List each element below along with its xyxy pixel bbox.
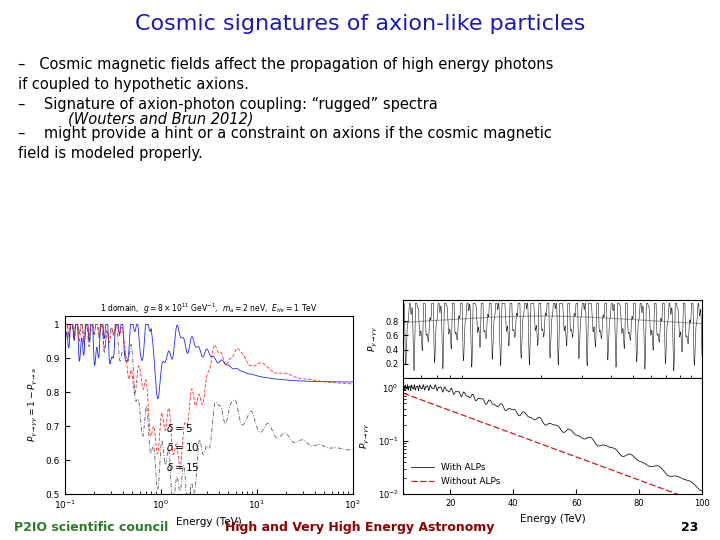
Y-axis label: $P_{\gamma \rightarrow \gamma\gamma}$: $P_{\gamma \rightarrow \gamma\gamma}$ <box>366 326 379 352</box>
Without ALPs <box>449 408 457 415</box>
Without ALPs <box>440 405 449 411</box>
With ALPs <box>399 386 408 393</box>
With ALPs <box>631 454 639 461</box>
Text: –   Cosmic magnetic fields affect the propagation of high energy photons
if coup: – Cosmic magnetic fields affect the prop… <box>18 57 554 91</box>
Without ALPs <box>522 435 531 442</box>
Y-axis label: $P_{\gamma \rightarrow \gamma\gamma} = 1 - P_{\gamma \rightarrow a}$: $P_{\gamma \rightarrow \gamma\gamma} = 1… <box>27 368 40 442</box>
Without ALPs <box>438 404 447 411</box>
Text: –    might provide a hint or a constraint on axions if the cosmic magnetic
field: – might provide a hint or a constraint o… <box>18 126 552 161</box>
Without ALPs <box>670 490 679 496</box>
With ALPs <box>449 389 457 396</box>
Text: $\delta = 15$: $\delta = 15$ <box>166 461 199 473</box>
Without ALPs <box>698 500 706 507</box>
X-axis label: Energy (TeV): Energy (TeV) <box>176 517 242 527</box>
Title: 1 domain,  $g = 8 \times 10^{11}$ GeV$^{-1}$,  $m_a = 2$ neV,  $E_{thr} = 1$ TeV: 1 domain, $g = 8 \times 10^{11}$ GeV$^{-… <box>100 301 318 316</box>
Text: –    Signature of axion-photon coupling: “rugged” spectra: – Signature of axion-photon coupling: “r… <box>18 97 438 112</box>
With ALPs <box>698 488 706 494</box>
X-axis label: Energy (TeV): Energy (TeV) <box>520 514 585 523</box>
With ALPs <box>522 411 531 417</box>
Legend: With ALPs, Without ALPs: With ALPs, Without ALPs <box>408 460 504 490</box>
Text: $\delta = 5$: $\delta = 5$ <box>166 422 192 434</box>
Y-axis label: $P_{\gamma \rightarrow \gamma\gamma}$: $P_{\gamma \rightarrow \gamma\gamma}$ <box>359 423 372 449</box>
Text: (Wouters and Brun 2012): (Wouters and Brun 2012) <box>68 112 254 127</box>
Line: Without ALPs: Without ALPs <box>403 393 702 503</box>
Text: High and Very High Energy Astronomy: High and Very High Energy Astronomy <box>225 521 495 534</box>
With ALPs <box>438 389 447 395</box>
With ALPs <box>670 472 679 479</box>
Line: With ALPs: With ALPs <box>403 384 702 491</box>
Text: 23: 23 <box>681 521 698 534</box>
Text: $\delta = 10$: $\delta = 10$ <box>166 441 199 454</box>
With ALPs <box>403 381 412 388</box>
Without ALPs <box>630 475 639 482</box>
Without ALPs <box>399 390 408 396</box>
With ALPs <box>440 384 449 391</box>
Text: Cosmic signatures of axion-like particles: Cosmic signatures of axion-like particle… <box>135 14 585 33</box>
Text: P2IO scientific council: P2IO scientific council <box>14 521 168 534</box>
